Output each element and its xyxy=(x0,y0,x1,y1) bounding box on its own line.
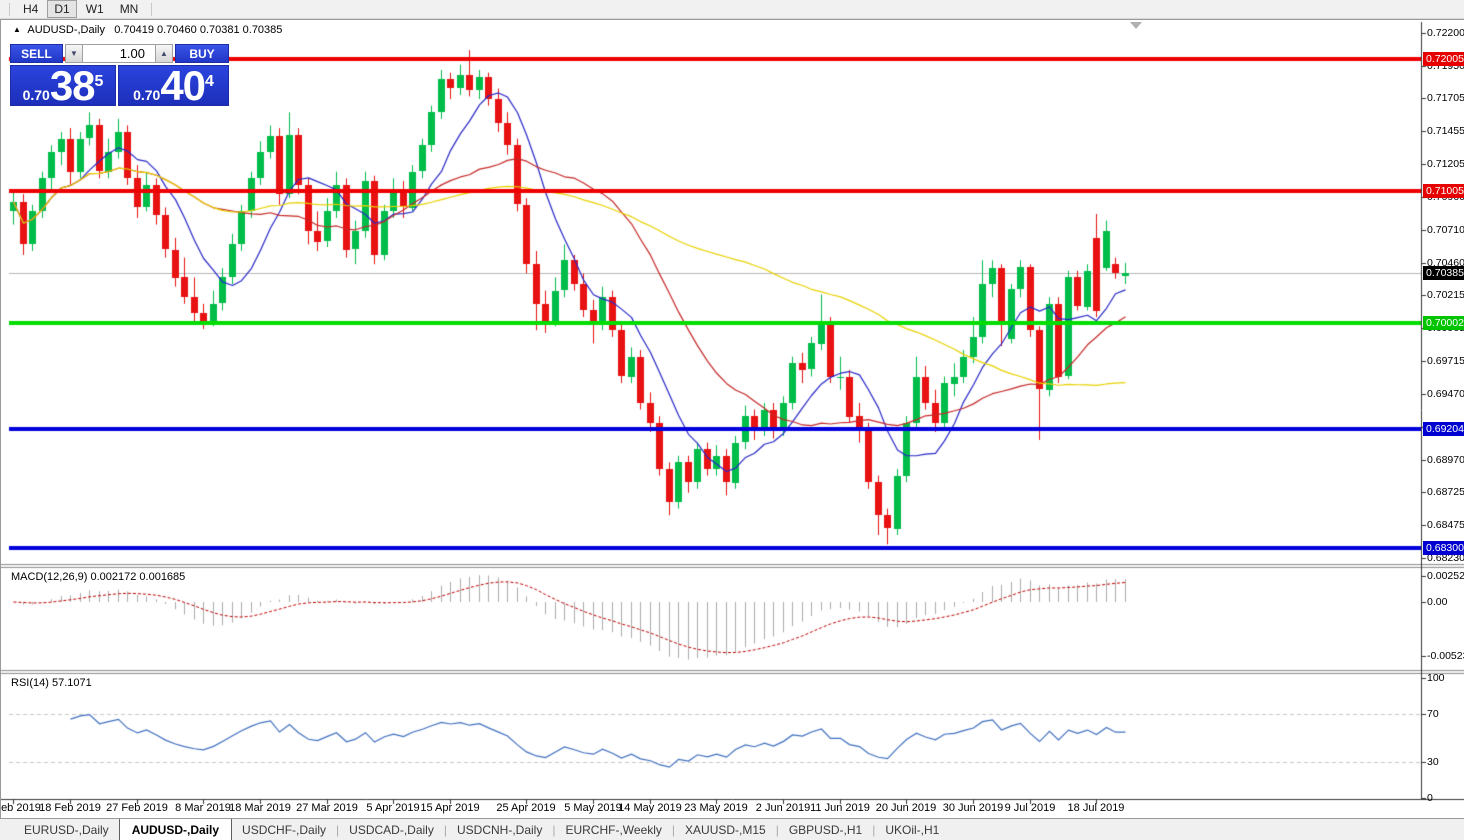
toolbar-separator xyxy=(9,2,10,16)
toolbar-separator xyxy=(151,2,153,16)
chart-canvas[interactable] xyxy=(1,20,1464,818)
date-tick-label: 5 Apr 2019 xyxy=(366,802,420,814)
price-line-label: 0.70385 xyxy=(1423,266,1464,280)
sell-button[interactable]: SELL xyxy=(10,44,63,63)
date-tick-label: 8 Mar 2019 xyxy=(175,802,231,814)
date-tick-label: 9 Jul 2019 xyxy=(1004,802,1056,814)
price-tick-label: 0.72200 xyxy=(1427,27,1464,39)
volume-input[interactable]: 1.00 xyxy=(83,44,155,63)
rsi-tick-label: 0 xyxy=(1427,792,1433,804)
price-tick-label: 0.68475 xyxy=(1427,519,1464,531)
timeframe-toolbar: H4 D1 W1 MN xyxy=(0,0,1464,19)
volume-decrease-icon[interactable]: ▼ xyxy=(65,44,83,63)
chart-symbol-period: AUDUSD-,Daily xyxy=(27,24,105,36)
date-tick-label: 8 Feb 2019 xyxy=(1,802,41,814)
date-tick-label: 27 Mar 2019 xyxy=(296,802,358,814)
chart-tab-usdcnh-daily[interactable]: USDCNH-,Daily xyxy=(456,823,543,837)
price-tick-label: 0.71705 xyxy=(1427,92,1464,104)
tab-separator: | xyxy=(775,823,779,837)
date-tick-label: 15 Apr 2019 xyxy=(420,802,480,814)
price-tick-label: 0.68230 xyxy=(1427,552,1464,564)
date-tick-label: 11 Jun 2019 xyxy=(810,802,870,814)
tab-separator: | xyxy=(872,823,876,837)
tab-separator: | xyxy=(552,823,556,837)
chart-window: ▲ AUDUSD-,Daily 0.70419 0.70460 0.70381 … xyxy=(0,19,1464,818)
date-tick-label: 25 Apr 2019 xyxy=(496,802,556,814)
price-tick-label: 0.70215 xyxy=(1427,289,1464,301)
timeframe-button-d1[interactable]: D1 xyxy=(47,0,77,18)
price-tick-label: 0.70710 xyxy=(1427,224,1464,236)
rsi-tick-label: 100 xyxy=(1427,672,1445,684)
chart-tab-usdcad-daily[interactable]: USDCAD-,Daily xyxy=(349,823,434,837)
timeframe-button-w1[interactable]: W1 xyxy=(85,2,104,16)
collapse-triangle-icon[interactable]: ▲ xyxy=(13,25,21,34)
tab-separator: | xyxy=(336,823,340,837)
price-tick-label: 0.69715 xyxy=(1427,355,1464,367)
rsi-tick-label: 30 xyxy=(1427,756,1439,768)
macd-indicator-label: MACD(12,26,9) 0.002172 0.001685 xyxy=(11,571,186,583)
date-tick-label: 2 Jun 2019 xyxy=(755,802,811,814)
buy-price-display[interactable]: 0.70 40 4 xyxy=(118,65,229,107)
chart-tab-usdchf-daily[interactable]: USDCHF-,Daily xyxy=(242,823,327,837)
price-line-label: 0.72005 xyxy=(1423,52,1464,66)
date-tick-label: 30 Jun 2019 xyxy=(942,802,1004,814)
price-line-label: 0.71005 xyxy=(1423,184,1464,198)
macd-tick-label: -0.005234 xyxy=(1427,650,1464,662)
date-tick-label: 18 Feb 2019 xyxy=(39,802,101,814)
price-axis[interactable]: 0.722000.719500.717050.714550.712050.709… xyxy=(1422,20,1464,804)
price-line-label: 0.68300 xyxy=(1423,541,1464,555)
chart-tab-audusd-daily[interactable]: AUDUSD-,Daily xyxy=(118,819,233,840)
chart-tab-xauusd-m15[interactable]: XAUUSD-,M15 xyxy=(685,823,766,837)
price-line-label: 0.69204 xyxy=(1423,422,1464,436)
buy-button[interactable]: BUY xyxy=(175,44,229,63)
date-tick-label: 5 May 2019 xyxy=(564,802,622,814)
chart-tab-bar: EURUSD-,Daily AUDUSD-,Daily USDCHF-,Daily |… xyxy=(0,818,1464,840)
chart-tab-eurusd-daily[interactable]: EURUSD-,Daily xyxy=(24,823,109,837)
date-tick-label: 14 May 2019 xyxy=(618,802,682,814)
date-tick-label: 27 Feb 2019 xyxy=(106,802,168,814)
date-tick-label: 18 Jul 2019 xyxy=(1067,802,1125,814)
one-click-trade-panel: SELL ▼ 1.00 ▲ BUY 0.70 38 5 0.70 40 4 xyxy=(10,44,229,107)
rsi-tick-label: 70 xyxy=(1427,708,1439,720)
price-tick-label: 0.68725 xyxy=(1427,486,1464,498)
chart-tab-ukoil-h1[interactable]: UKOil-,H1 xyxy=(885,823,940,837)
volume-increase-icon[interactable]: ▲ xyxy=(155,44,173,63)
price-tick-label: 0.71205 xyxy=(1427,158,1464,170)
sell-price-display[interactable]: 0.70 38 5 xyxy=(10,65,116,107)
price-tick-label: 0.69470 xyxy=(1427,388,1464,400)
macd-tick-label: 0.002524 xyxy=(1427,570,1464,582)
chart-shift-marker-icon[interactable] xyxy=(1130,22,1142,29)
macd-tick-label: 0.00 xyxy=(1427,596,1448,608)
price-tick-label: 0.68970 xyxy=(1427,454,1464,466)
tab-separator: | xyxy=(443,823,447,837)
date-tick-label: 18 Mar 2019 xyxy=(229,802,291,814)
chart-tab-gbpusd-h1[interactable]: GBPUSD-,H1 xyxy=(788,823,863,837)
price-line-label: 0.70002 xyxy=(1423,316,1464,330)
chart-title: ▲ AUDUSD-,Daily 0.70419 0.70460 0.70381 … xyxy=(13,24,282,36)
price-tick-label: 0.71455 xyxy=(1427,125,1464,137)
rsi-indicator-label: RSI(14) 57.1071 xyxy=(11,677,92,689)
chart-ohlc-values: 0.70419 0.70460 0.70381 0.70385 xyxy=(114,24,283,36)
timeframe-button-mn[interactable]: MN xyxy=(119,2,139,16)
date-tick-label: 20 Jun 2019 xyxy=(875,802,937,814)
tab-separator: | xyxy=(671,823,676,837)
date-tick-label: 23 May 2019 xyxy=(684,802,748,814)
chart-tab-eurchf-weekly[interactable]: EURCHF-,Weekly xyxy=(565,823,662,837)
timeframe-button-h4[interactable]: H4 xyxy=(23,2,39,16)
